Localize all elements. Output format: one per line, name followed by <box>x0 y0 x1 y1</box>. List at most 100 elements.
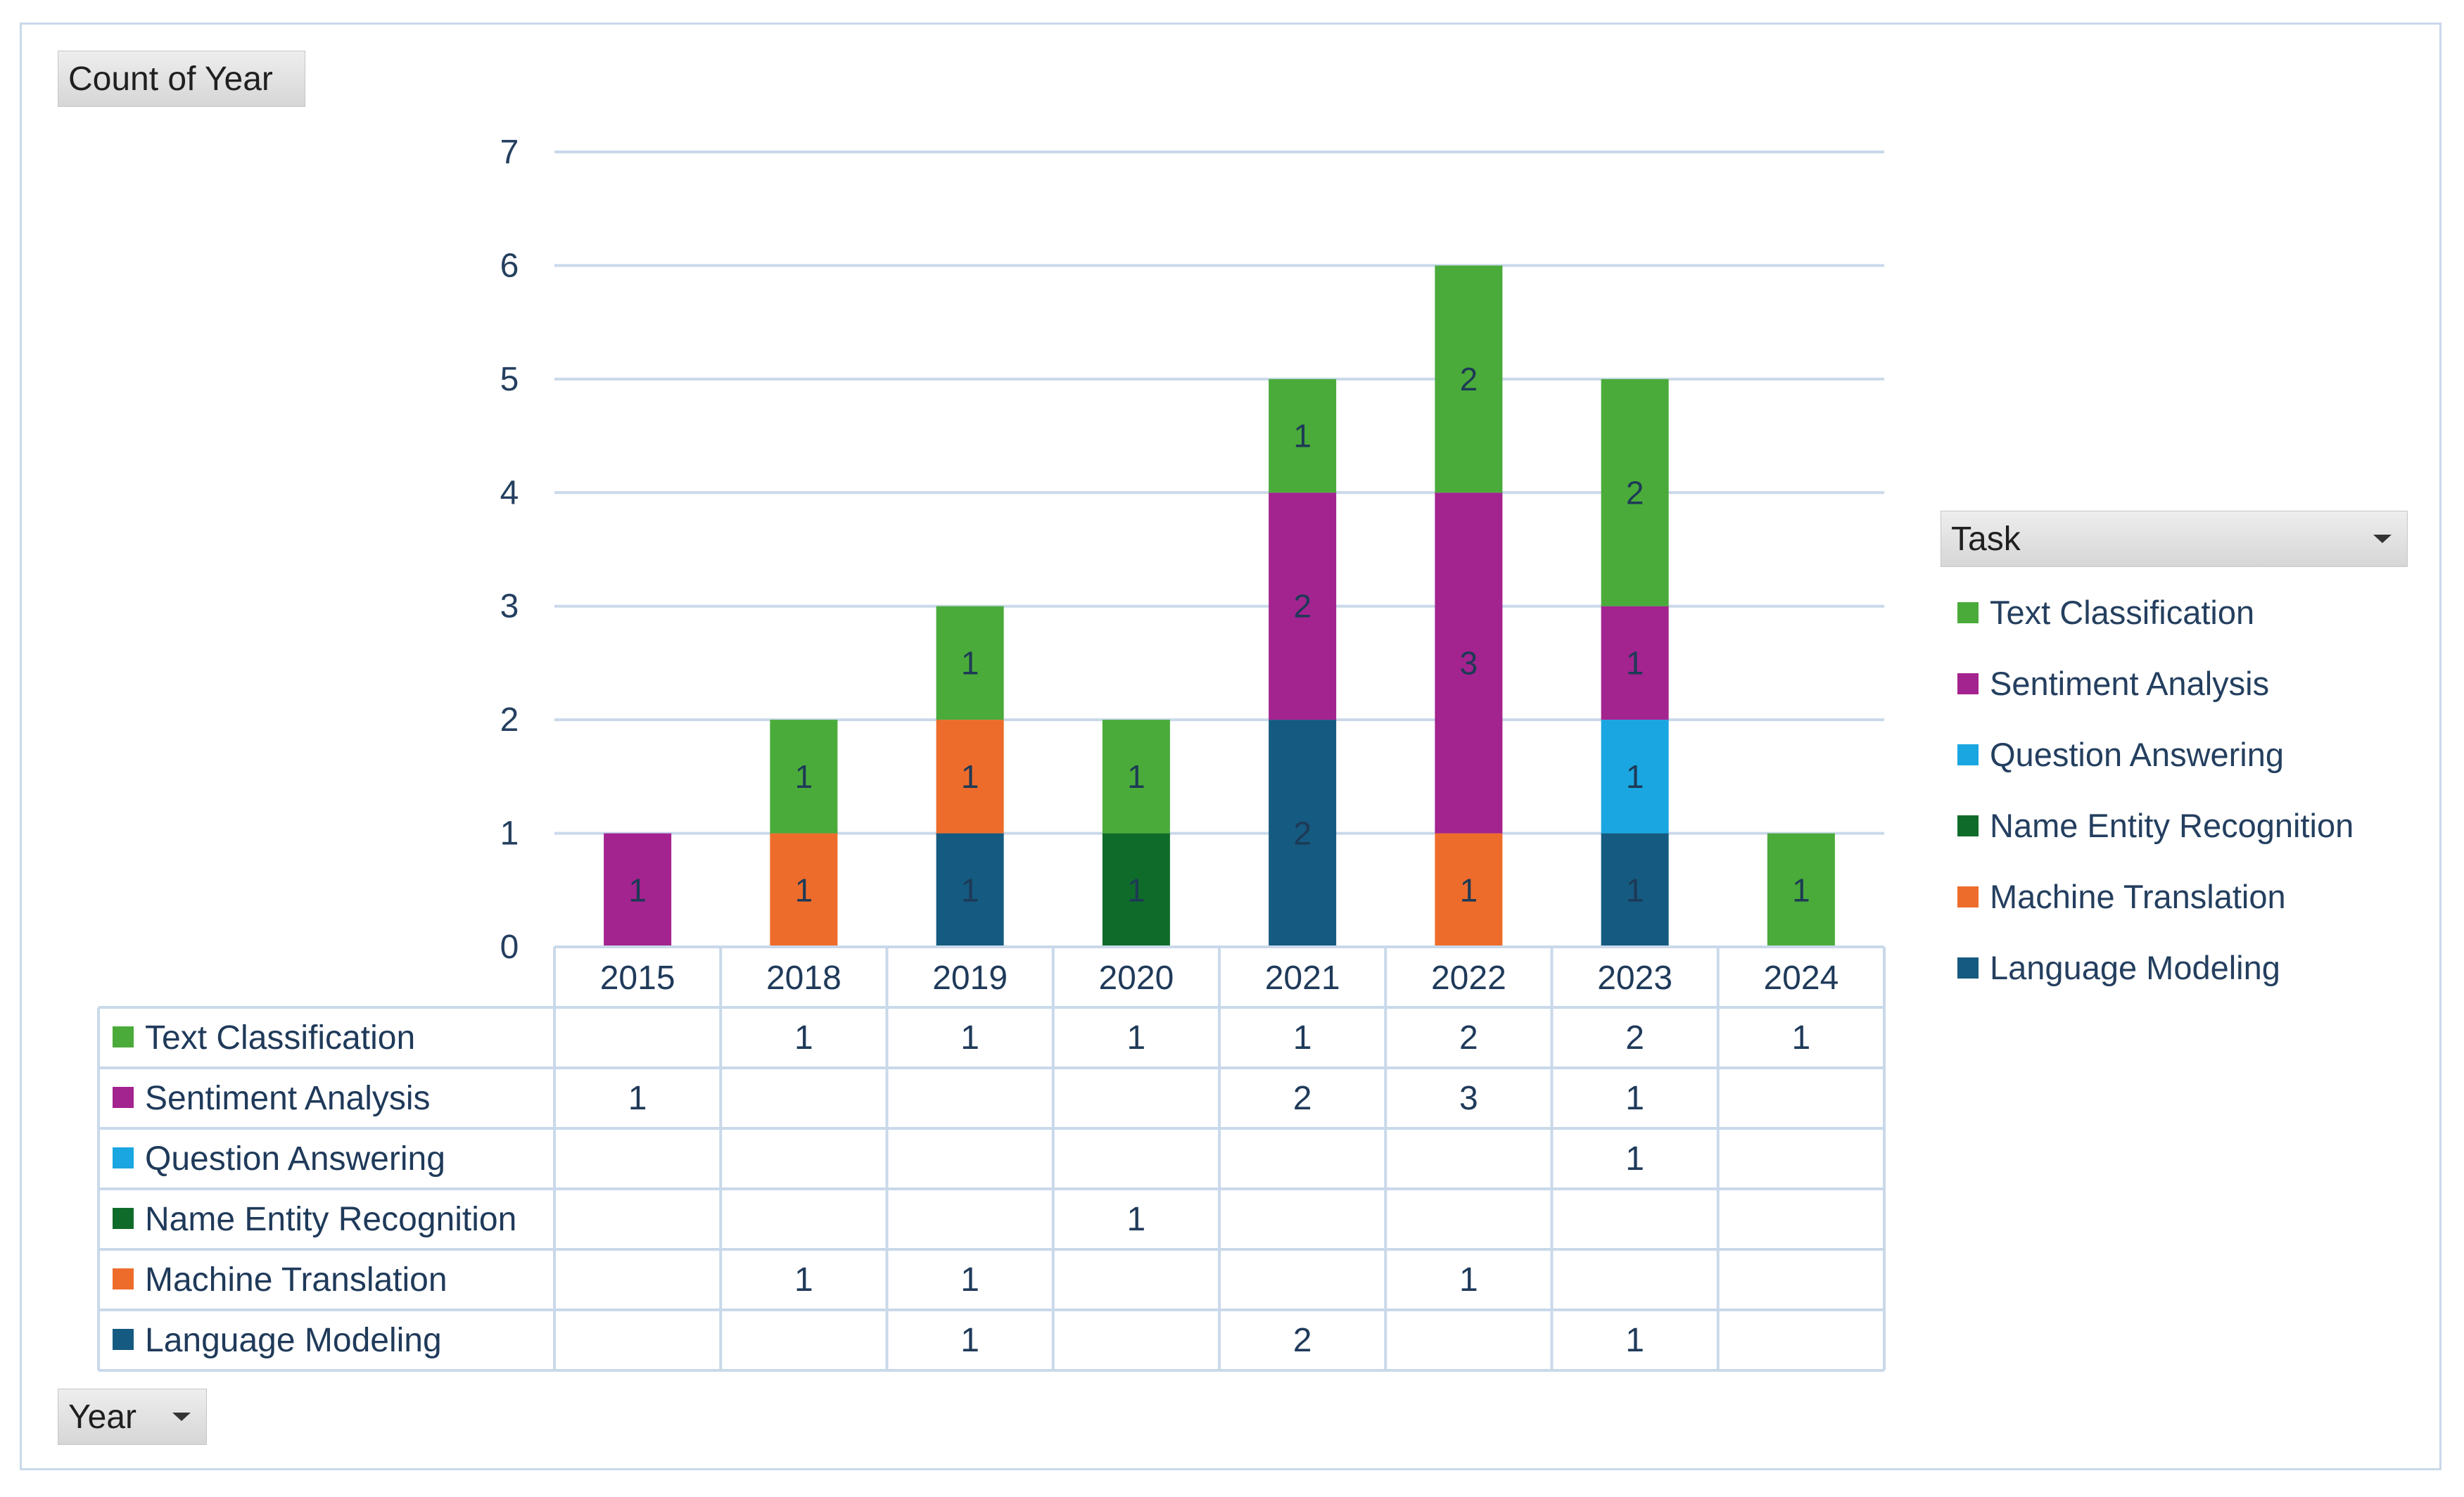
data-label: 3 <box>1460 644 1478 681</box>
table-cell-value: 3 <box>1459 1080 1478 1117</box>
bar-segment <box>1435 833 1503 947</box>
bar-segment <box>1601 833 1669 947</box>
table-cell-value: 1 <box>960 1322 979 1359</box>
data-label: 1 <box>1127 758 1145 795</box>
table-row-swatch <box>113 1329 134 1350</box>
table-cell-value: 2 <box>1625 1019 1644 1057</box>
legend-label: Language Modeling <box>1990 949 2280 986</box>
data-label: 1 <box>1626 758 1644 795</box>
data-label: 1 <box>961 644 979 681</box>
legend-label: Question Answering <box>1990 736 2285 773</box>
table-row-label: Sentiment Analysis <box>145 1080 431 1117</box>
dropdown-arrow-icon[interactable] <box>172 1413 191 1421</box>
data-label: 1 <box>795 758 813 795</box>
axis-field-button[interactable]: Year <box>58 1389 207 1445</box>
table-cell-value: 1 <box>960 1261 979 1299</box>
chart-frame <box>20 23 2441 1470</box>
table-row-label: Question Answering <box>145 1140 445 1178</box>
table-row-swatch <box>113 1026 134 1047</box>
table-cell-value: 1 <box>794 1261 813 1299</box>
legend-label: Machine Translation <box>1990 878 2286 915</box>
table-row-swatch <box>113 1147 134 1168</box>
data-label: 1 <box>1792 872 1810 908</box>
y-tick-label: 0 <box>500 929 519 966</box>
table-cell-value: 1 <box>1625 1322 1644 1359</box>
legend-item: Text Classification <box>1957 577 2354 648</box>
table-cell-value: 2 <box>1293 1322 1312 1359</box>
bar-segment <box>770 833 838 947</box>
data-label: 1 <box>1293 418 1312 454</box>
x-tick-label: 2020 <box>1098 960 1174 997</box>
y-tick-label: 6 <box>500 247 519 284</box>
x-tick-label: 2019 <box>932 960 1008 997</box>
bar-segment <box>936 606 1004 720</box>
bar-segment <box>936 833 1004 947</box>
bar-segment <box>1102 833 1170 947</box>
table-cell-value: 1 <box>1459 1261 1478 1299</box>
table-row-label: Language Modeling <box>145 1322 442 1359</box>
x-tick-label: 2021 <box>1265 960 1340 997</box>
bar-segment <box>1435 492 1503 834</box>
legend-item: Name Entity Recognition <box>1957 790 2354 861</box>
table-cell-value: 2 <box>1459 1019 1478 1057</box>
legend-swatch <box>1957 673 1979 694</box>
bar-segment <box>1435 265 1503 493</box>
legend-swatch <box>1957 886 1979 907</box>
legend-item: Sentiment Analysis <box>1957 648 2354 719</box>
x-tick-label: 2018 <box>766 960 842 997</box>
table-row-swatch <box>113 1268 134 1289</box>
bar-segment <box>1601 720 1669 834</box>
data-label: 1 <box>1626 872 1644 908</box>
legend-label: Text Classification <box>1990 594 2255 631</box>
bar-segment <box>770 720 838 834</box>
bar-segment <box>1269 720 1337 947</box>
legend-field-label: Task <box>1951 520 2021 558</box>
table-row-label: Text Classification <box>145 1019 415 1057</box>
table-cell-value: 1 <box>628 1080 647 1117</box>
x-tick-label: 2024 <box>1763 960 1839 997</box>
x-tick-label: 2023 <box>1597 960 1672 997</box>
data-label: 1 <box>795 872 813 908</box>
legend-swatch <box>1957 957 1979 979</box>
table-cell-value: 1 <box>1293 1019 1312 1057</box>
legend-item: Machine Translation <box>1957 861 2354 932</box>
data-label: 2 <box>1626 474 1644 511</box>
legend-field-button[interactable]: Task <box>1941 511 2408 567</box>
table-cell-value: 1 <box>1792 1019 1811 1057</box>
dropdown-arrow-icon[interactable] <box>2373 535 2392 543</box>
y-tick-label: 3 <box>500 588 519 625</box>
y-tick-label: 5 <box>500 361 519 398</box>
legend-swatch <box>1957 601 1979 623</box>
data-label: 2 <box>1293 815 1312 852</box>
data-label: 1 <box>1127 872 1145 908</box>
table-cell-value: 1 <box>1625 1080 1644 1117</box>
table-cell-value: 1 <box>1127 1019 1146 1057</box>
table-row-label: Machine Translation <box>145 1261 447 1299</box>
table-cell-value: 2 <box>1293 1080 1312 1117</box>
legend-item: Question Answering <box>1957 719 2354 790</box>
bar-segment <box>1767 833 1835 947</box>
chart-legend: Text Classification Sentiment Analysis Que… <box>1957 577 2354 1003</box>
y-tick-label: 1 <box>500 815 519 853</box>
values-field-button[interactable]: Count of Year <box>58 51 305 107</box>
bar-segment <box>1269 378 1337 493</box>
bar-segment <box>1601 606 1669 720</box>
table-row-label: Name Entity Recognition <box>145 1201 516 1238</box>
y-tick-label: 7 <box>500 134 519 171</box>
x-tick-label: 2022 <box>1431 960 1506 997</box>
bar-segment <box>1269 492 1337 720</box>
table-cell-value: 1 <box>794 1019 813 1057</box>
data-label: 1 <box>961 758 979 795</box>
x-tick-label: 2015 <box>600 960 675 997</box>
legend-label: Sentiment Analysis <box>1990 665 2270 702</box>
legend-swatch <box>1957 744 1979 765</box>
y-tick-label: 2 <box>500 701 519 739</box>
bar-segment <box>1601 378 1669 606</box>
axis-field-label: Year <box>68 1398 136 1436</box>
bar-segment <box>1102 720 1170 834</box>
table-cell-value: 1 <box>1127 1201 1146 1238</box>
values-field-label: Count of Year <box>68 60 273 98</box>
data-label: 1 <box>628 872 647 908</box>
legend-label: Name Entity Recognition <box>1990 807 2354 844</box>
